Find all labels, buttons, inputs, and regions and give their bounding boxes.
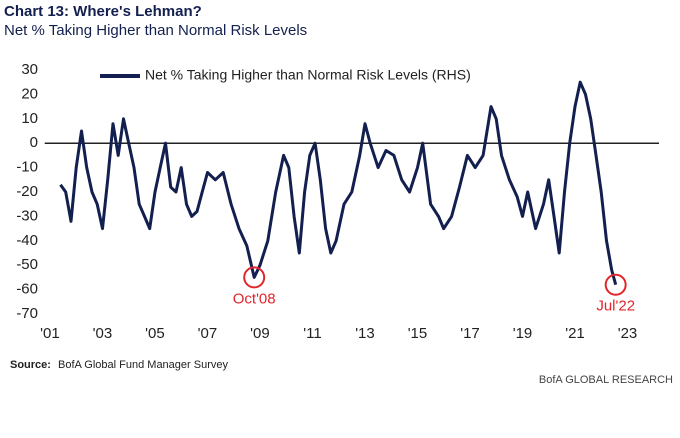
y-tick-label: 0 bbox=[30, 134, 38, 151]
x-tick-label: '07 bbox=[198, 325, 218, 342]
x-tick-label: '23 bbox=[618, 325, 638, 342]
y-tick-label: -10 bbox=[16, 159, 38, 176]
x-tick-label: '19 bbox=[513, 325, 533, 342]
annotation-circle bbox=[243, 266, 266, 289]
y-tick-label: 20 bbox=[21, 85, 38, 102]
x-tick-label: '05 bbox=[145, 325, 165, 342]
annotation-circle bbox=[604, 273, 627, 296]
y-tick-label: -40 bbox=[16, 232, 38, 249]
y-tick-label: -30 bbox=[16, 207, 38, 224]
y-tick-label: 30 bbox=[21, 61, 38, 78]
y-tick-label: 10 bbox=[21, 110, 38, 127]
x-tick-label: '09 bbox=[250, 325, 270, 342]
x-tick-label: '01 bbox=[40, 325, 60, 342]
source-label: Source: bbox=[10, 359, 51, 371]
y-tick-label: -70 bbox=[16, 305, 38, 322]
annotation-label: Oct'08 bbox=[233, 290, 276, 307]
source: BofA Global Fund Manager Survey bbox=[58, 359, 228, 371]
legend-label: Net % Taking Higher than Normal Risk Lev… bbox=[145, 67, 471, 83]
series-line bbox=[59, 80, 618, 286]
brand: BofA GLOBAL RESEARCH bbox=[539, 374, 673, 386]
y-tick-label: -20 bbox=[16, 183, 38, 200]
x-tick-label: '17 bbox=[460, 325, 480, 342]
chart-title: Chart 13: Where's Lehman? bbox=[4, 3, 202, 20]
x-tick-label: '11 bbox=[303, 325, 321, 342]
x-tick-label: '21 bbox=[565, 325, 585, 342]
y-tick-label: -50 bbox=[16, 256, 38, 273]
y-tick-label: -60 bbox=[16, 281, 38, 298]
annotation-label: Jul'22 bbox=[596, 298, 635, 315]
x-tick-label: '03 bbox=[93, 325, 113, 342]
x-tick-label: '15 bbox=[408, 325, 428, 342]
x-tick-label: '13 bbox=[355, 325, 375, 342]
chart-subtitle: Net % Taking Higher than Normal Risk Lev… bbox=[4, 22, 307, 39]
